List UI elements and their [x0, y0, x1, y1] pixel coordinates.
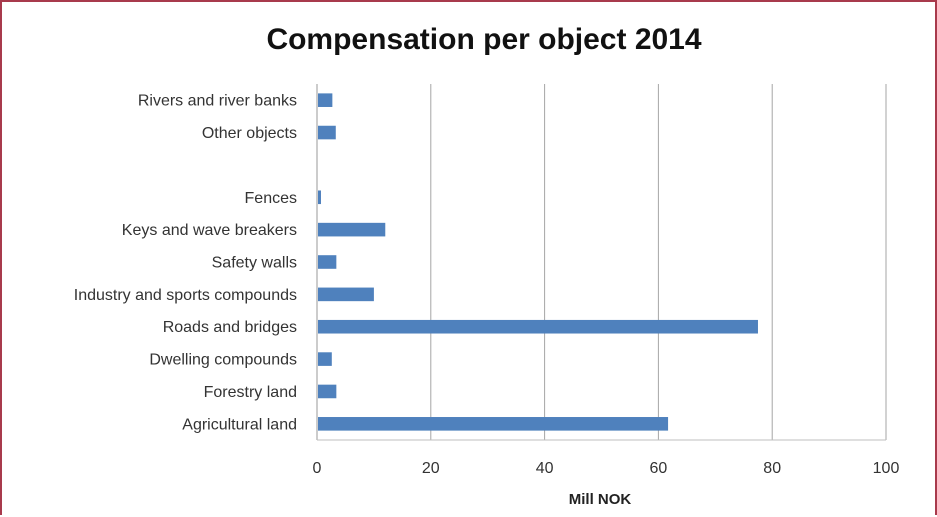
x-tick-label: 80	[763, 460, 781, 477]
x-tick-labels: 0 20 40 60 80 100	[313, 460, 900, 477]
category-label: Agricultural land	[182, 416, 297, 433]
x-tick-label: 0	[313, 460, 322, 477]
gridlines	[316, 84, 887, 441]
bar	[318, 352, 332, 366]
x-tick-label: 20	[422, 460, 440, 477]
bar	[318, 125, 336, 140]
category-label: Dwelling compounds	[149, 352, 297, 369]
x-tick-label: 60	[650, 460, 668, 477]
bar	[318, 287, 374, 302]
bar	[318, 255, 337, 269]
category-label: Fences	[245, 190, 297, 207]
bar	[318, 319, 758, 334]
category-label: Other objects	[202, 125, 297, 142]
bars	[318, 93, 758, 431]
chart-title: Compensation per object 2014	[266, 23, 701, 56]
x-tick-label: 40	[536, 460, 554, 477]
bar	[318, 417, 669, 431]
x-tick-label: 100	[873, 460, 900, 477]
category-label: Safety walls	[212, 255, 297, 272]
x-axis-title: Mill NOK	[569, 491, 632, 508]
category-label: Rivers and river banks	[138, 93, 297, 110]
bar	[318, 384, 337, 399]
category-label: Roads and bridges	[163, 319, 297, 336]
category-labels: Rivers and river banks Other objects Fence…	[74, 93, 297, 434]
bar	[318, 93, 333, 107]
bar	[318, 222, 386, 237]
category-label: Industry and sports compounds	[74, 287, 297, 304]
bar	[318, 190, 321, 205]
category-label: Keys and wave breakers	[122, 222, 297, 239]
category-label: Forestry land	[204, 384, 297, 401]
